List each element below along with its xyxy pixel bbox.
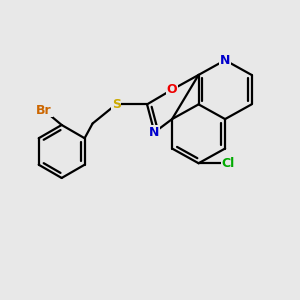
Text: Br: Br [36,104,52,117]
Text: S: S [112,98,121,111]
Text: N: N [220,54,230,67]
Text: Cl: Cl [221,157,235,170]
Text: O: O [167,83,177,96]
Text: N: N [149,126,160,139]
